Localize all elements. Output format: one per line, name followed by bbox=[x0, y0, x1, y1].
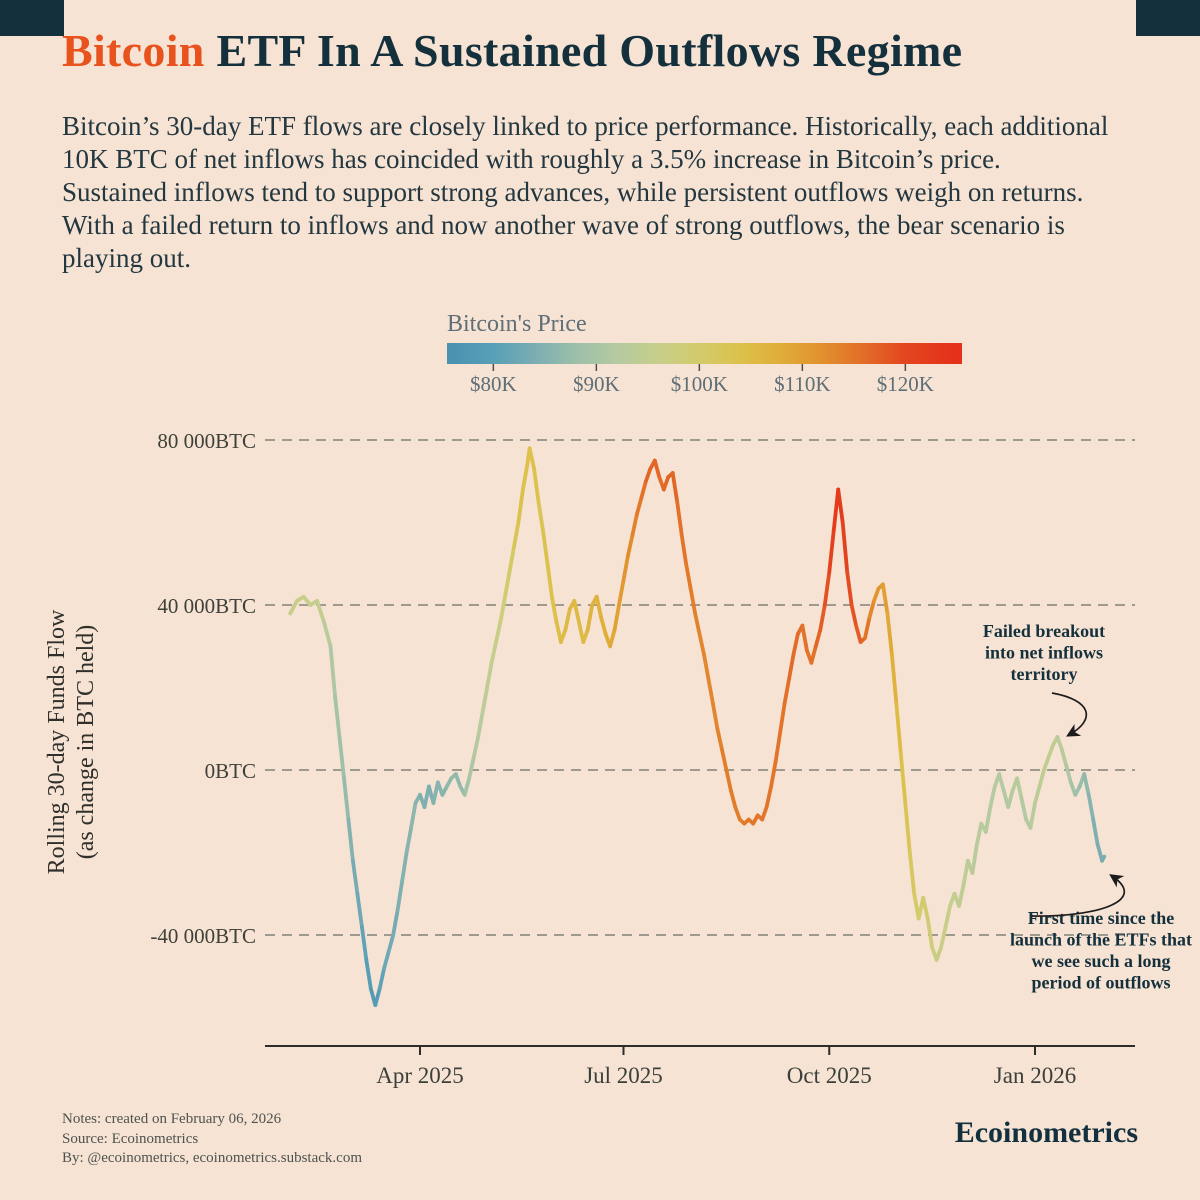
svg-text:territory: territory bbox=[1011, 664, 1078, 684]
svg-text:period of outflows: period of outflows bbox=[1032, 973, 1171, 993]
corner-accent-right bbox=[1136, 0, 1200, 36]
y-tick-label: 40 000BTC bbox=[157, 594, 256, 618]
x-axis: Apr 2025 Jul 2025 Oct 2025 Jan 2026 bbox=[265, 1045, 1135, 1088]
annotation-arrow bbox=[1031, 874, 1126, 917]
gridlines: 80 000BTC 40 000BTC 0BTC -40 000BTC bbox=[150, 429, 1135, 948]
title-rest: ETF In A Sustained Outflows Regime bbox=[204, 25, 963, 76]
colorbar-tick-label: $90K bbox=[573, 372, 620, 396]
x-tick-label: Apr 2025 bbox=[376, 1063, 464, 1088]
svg-text:(as change in BTC held): (as change in BTC held) bbox=[73, 625, 99, 860]
footer-notes-line: Notes: created on February 06, 2026 bbox=[62, 1111, 282, 1127]
title-highlight: Bitcoin bbox=[62, 25, 205, 76]
colorbar-gradient bbox=[447, 343, 962, 364]
colorbar-tick-label: $80K bbox=[470, 372, 517, 396]
colorbar-tick-label: $100K bbox=[671, 372, 728, 396]
flow-series-line bbox=[288, 446, 1107, 1007]
colorbar-tick-label: $110K bbox=[774, 372, 830, 396]
x-tick-label: Jul 2025 bbox=[584, 1063, 663, 1088]
svg-text:we see such a long: we see such a long bbox=[1032, 951, 1171, 971]
y-tick-label: 0BTC bbox=[205, 759, 256, 783]
svg-text:First time since the: First time since the bbox=[1028, 908, 1174, 928]
footer-notes: Notes: created on February 06, 2026 Sour… bbox=[62, 1110, 362, 1169]
y-tick-label: 80 000BTC bbox=[157, 429, 256, 453]
description: Bitcoin’s 30-day ETF flows are closely l… bbox=[62, 111, 1109, 273]
footer-source-line: Source: Ecoinometrics bbox=[62, 1130, 199, 1147]
y-axis-label: Rolling 30-day Funds Flow (as change in B… bbox=[44, 609, 99, 874]
price-colorbar: Bitcoin's Price $80K $90K $100K $110K $120K bbox=[447, 311, 962, 396]
svg-text:Failed breakout: Failed breakout bbox=[983, 621, 1105, 641]
colorbar-tick-label: $120K bbox=[877, 372, 934, 396]
x-tick-label: Oct 2025 bbox=[787, 1063, 872, 1088]
x-tick-label: Jan 2026 bbox=[994, 1063, 1076, 1088]
svg-text:into net inflows: into net inflows bbox=[985, 643, 1103, 663]
y-tick-label: -40 000BTC bbox=[150, 924, 256, 948]
corner-accent-left bbox=[0, 0, 64, 36]
brand-logo: Ecoinometrics bbox=[954, 1116, 1138, 1149]
svg-text:launch of the ETFs that: launch of the ETFs that bbox=[1010, 930, 1192, 950]
page-title: Bitcoin ETF In A Sustained Outflows Regi… bbox=[62, 24, 962, 77]
footer-by-line: By: @ecoinometrics, ecoinometrics.substa… bbox=[62, 1150, 362, 1166]
annotation-arrow bbox=[1051, 692, 1088, 737]
colorbar-title: Bitcoin's Price bbox=[447, 311, 587, 337]
svg-text:Rolling 30-day Funds Flow: Rolling 30-day Funds Flow bbox=[44, 609, 70, 874]
